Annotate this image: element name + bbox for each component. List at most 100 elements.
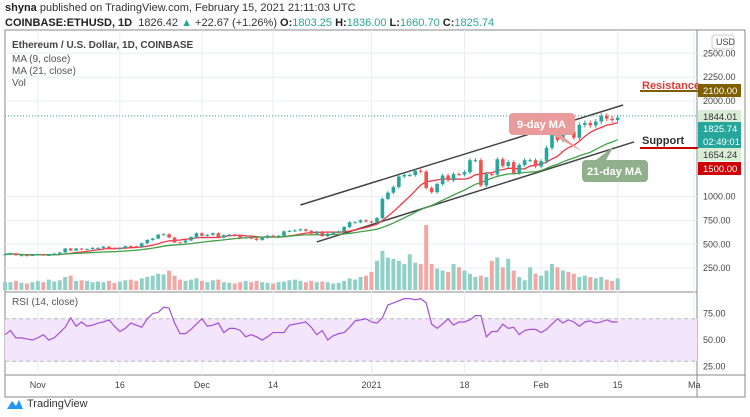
legend-ma21[interactable]: MA (21, close) <box>12 66 76 77</box>
ma21-callout-text: 21-day MA <box>587 166 642 178</box>
trendline-lower-channel[interactable] <box>316 141 635 243</box>
price-label-text: 2100.00 <box>703 86 737 97</box>
publisher-name[interactable]: shyna <box>5 2 37 14</box>
legend-rsi[interactable]: RSI (14, close) <box>12 297 79 308</box>
price-label-text: 1500.00 <box>703 164 737 175</box>
volume-bar <box>95 281 100 290</box>
volume-bar <box>467 273 472 290</box>
candle <box>167 234 171 238</box>
candle <box>90 247 95 250</box>
candle <box>85 249 89 251</box>
price-label-countdown <box>698 135 741 148</box>
volume-bar <box>511 270 516 290</box>
published-text: published on TradingView.com, February 1… <box>39 2 356 14</box>
volume-bar <box>380 251 385 290</box>
candle <box>79 248 84 250</box>
volume-bar <box>358 277 363 290</box>
candle <box>446 175 450 181</box>
volume-bar <box>342 280 347 290</box>
volume-bar <box>478 275 483 290</box>
volume-bar <box>172 275 177 290</box>
time-axis-label: Ma <box>688 380 701 390</box>
candle <box>304 229 308 231</box>
volume-bar <box>101 282 106 290</box>
price-change: +22.67 (+1.26%) <box>195 17 277 29</box>
candle <box>550 133 554 148</box>
candle <box>260 237 264 240</box>
candle <box>63 248 67 253</box>
candle <box>276 235 281 237</box>
candle <box>118 248 122 250</box>
candle <box>3 254 7 256</box>
volume-bar <box>435 268 440 290</box>
volume-bar <box>457 267 462 290</box>
volume-bar <box>216 279 221 290</box>
candle <box>52 253 57 255</box>
resistance-label: Resistance <box>642 80 700 92</box>
candle <box>194 233 199 238</box>
volume-bar <box>183 280 188 290</box>
volume-bar <box>63 277 68 290</box>
candle <box>200 233 204 236</box>
volume-bar <box>533 273 538 290</box>
volume-bar <box>544 270 549 290</box>
time-axis-label: 2021 <box>361 380 381 390</box>
close-label: C: <box>442 17 455 29</box>
volume-bar <box>577 277 582 290</box>
low-value: 1660.70 <box>399 17 440 29</box>
volume-bar <box>429 264 434 290</box>
candle <box>227 234 232 236</box>
support-label: Support <box>642 135 684 147</box>
candle <box>599 115 604 122</box>
volume-bar <box>292 279 297 290</box>
volume-bar <box>582 275 587 290</box>
volume-bar <box>314 282 319 290</box>
volume-bar <box>287 280 292 290</box>
candle <box>473 160 478 162</box>
candle <box>528 160 532 162</box>
volume-bar <box>52 281 57 290</box>
volume-bar <box>145 277 150 290</box>
candle <box>254 238 259 240</box>
legend-vol[interactable]: Vol <box>12 78 26 89</box>
candle <box>178 242 182 244</box>
volume-bar <box>424 225 429 290</box>
tradingview-logo[interactable]: TradingView <box>6 398 88 410</box>
volume-bar <box>188 279 193 290</box>
close-value: 1825.74 <box>454 17 495 29</box>
time-axis-label: 16 <box>115 380 125 390</box>
candle <box>309 230 314 234</box>
volume-bar <box>489 260 494 290</box>
candle <box>397 176 401 187</box>
volume-bar <box>79 280 84 290</box>
volume-bar <box>539 275 544 290</box>
tradingview-logo-icon <box>7 400 23 409</box>
candle <box>46 254 51 256</box>
candle <box>211 233 215 235</box>
last-price: 1826.42 <box>138 17 179 29</box>
candle <box>468 160 472 173</box>
publish-info: shyna published on TradingView.com, Febr… <box>5 2 356 14</box>
currency-badge[interactable] <box>711 34 735 50</box>
candle <box>572 131 576 138</box>
candle <box>413 170 418 176</box>
triangle-up-icon: ▲ <box>181 17 192 29</box>
low-label: L: <box>389 17 400 29</box>
volume-bar <box>413 262 418 290</box>
legend-ma9[interactable]: MA (9, close) <box>12 54 71 65</box>
volume-bar <box>320 281 325 290</box>
volume-bar <box>451 264 456 290</box>
candle <box>134 246 139 248</box>
candle <box>139 243 144 248</box>
volume-bar <box>566 271 571 290</box>
volume-bar <box>418 264 423 290</box>
volume-bar <box>336 282 341 290</box>
volume-bar <box>271 283 276 290</box>
candle <box>25 255 29 257</box>
ma9-callout-text: 9-day MA <box>517 119 566 131</box>
price-label-text: 02:49:01 <box>703 137 740 148</box>
candle <box>479 160 483 186</box>
volume-bar <box>462 270 467 290</box>
volume-bar <box>128 279 133 290</box>
